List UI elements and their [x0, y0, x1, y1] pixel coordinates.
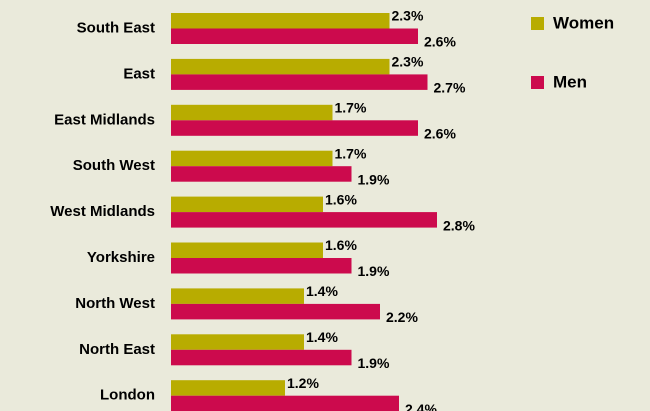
- value-label: 2.4%: [405, 401, 437, 411]
- value-label: 1.4%: [306, 329, 338, 345]
- value-label: 1.4%: [306, 283, 338, 299]
- category-label: London: [100, 387, 155, 404]
- value-label: 1.6%: [325, 191, 357, 207]
- bar: [171, 166, 352, 182]
- bar: [171, 58, 390, 75]
- bar: [171, 380, 285, 396]
- value-label: 2.7%: [434, 80, 466, 96]
- bar: [171, 13, 390, 29]
- value-label: 1.7%: [335, 100, 367, 116]
- value-label: 2.2%: [386, 309, 418, 325]
- value-label: 1.6%: [325, 237, 357, 253]
- category-label: Yorkshire: [87, 249, 155, 266]
- category-label: South West: [73, 157, 155, 174]
- value-label: 2.3%: [392, 54, 424, 70]
- bar: [171, 395, 399, 411]
- bar: [171, 303, 380, 320]
- bar: [171, 288, 304, 304]
- bar: [171, 258, 352, 274]
- category-label: West Midlands: [50, 203, 155, 220]
- value-label: 2.6%: [424, 126, 456, 142]
- category-label: East Midlands: [54, 111, 155, 128]
- category-label: South East: [77, 19, 155, 36]
- value-label: 2.3%: [392, 8, 424, 24]
- bar: [171, 120, 418, 136]
- legend-label: Women: [553, 13, 614, 32]
- bar: [171, 74, 428, 90]
- legend-swatch: [531, 76, 544, 89]
- category-label: East: [123, 65, 155, 82]
- category-label: North East: [79, 341, 155, 358]
- legend-label: Men: [553, 72, 587, 91]
- bar: [171, 196, 323, 213]
- bar: [171, 104, 333, 121]
- bar: [171, 349, 352, 366]
- value-label: 1.9%: [358, 263, 390, 279]
- value-label: 1.2%: [287, 375, 319, 391]
- bar: [171, 28, 418, 44]
- bar: [171, 334, 304, 350]
- value-label: 1.9%: [358, 171, 390, 187]
- value-label: 1.9%: [358, 355, 390, 371]
- legend-swatch: [531, 17, 544, 30]
- value-label: 2.8%: [443, 217, 475, 233]
- value-label: 2.6%: [424, 34, 456, 50]
- bar: [171, 242, 323, 258]
- bar: [171, 150, 333, 167]
- value-label: 1.7%: [335, 145, 367, 161]
- category-label: North West: [75, 295, 155, 312]
- bar: [171, 212, 437, 228]
